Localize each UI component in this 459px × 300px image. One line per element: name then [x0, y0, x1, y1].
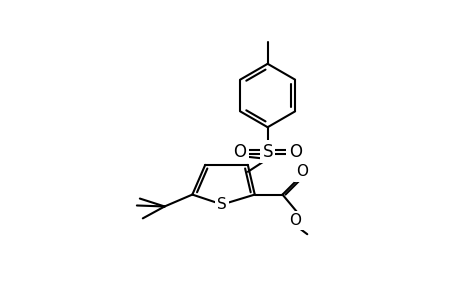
Text: O: O [296, 164, 308, 179]
Text: O: O [289, 213, 301, 228]
Text: S: S [262, 143, 272, 161]
Text: O: O [233, 143, 246, 161]
Text: S: S [217, 197, 226, 212]
Text: O: O [288, 143, 301, 161]
